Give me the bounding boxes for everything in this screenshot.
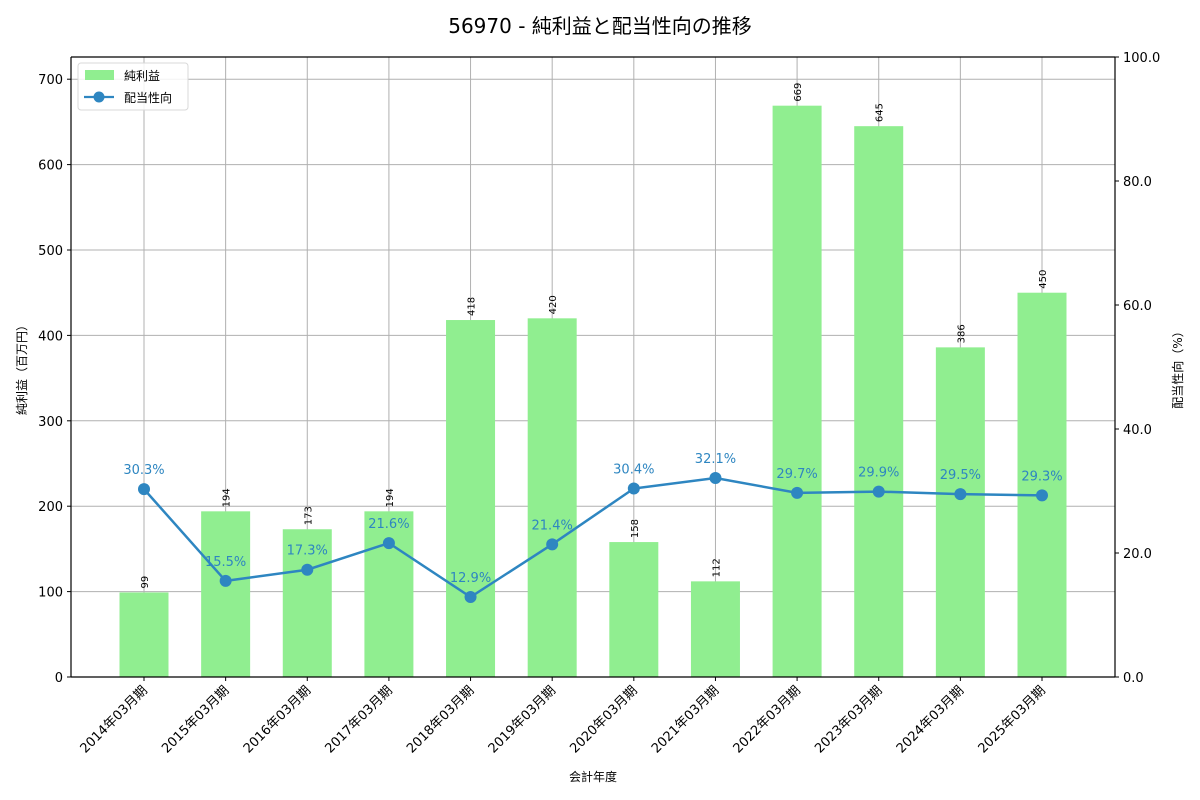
bar-value-label: 418 bbox=[467, 297, 478, 316]
x-tick-label: 2018年03月期 bbox=[404, 683, 477, 756]
y2-tick-label: 20.0 bbox=[1123, 547, 1152, 562]
x-tick-label: 2024年03月期 bbox=[894, 683, 967, 756]
x-tick-label: 2019年03月期 bbox=[486, 683, 559, 756]
bar bbox=[772, 105, 822, 678]
bar-value-label: 386 bbox=[956, 324, 967, 343]
payout-marker bbox=[138, 483, 150, 496]
payout-value-label: 29.5% bbox=[940, 468, 981, 483]
payout-value-label: 29.7% bbox=[776, 467, 817, 482]
payout-marker bbox=[627, 482, 640, 495]
bar-value-label: 112 bbox=[711, 558, 722, 577]
y-tick-label: 200 bbox=[38, 500, 63, 515]
x-tick-label: 2025年03月期 bbox=[976, 683, 1049, 756]
payout-value-label: 30.4% bbox=[613, 463, 654, 478]
bar bbox=[364, 511, 414, 677]
payout-marker bbox=[301, 563, 314, 576]
payout-marker bbox=[219, 574, 232, 587]
bar-value-label: 669 bbox=[793, 83, 804, 102]
bar bbox=[119, 592, 169, 677]
payout-marker bbox=[791, 486, 804, 499]
x-tick-label: 2015年03月期 bbox=[159, 683, 232, 756]
y-axis-label: 純利益（百万円） bbox=[15, 319, 29, 415]
legend: 純利益 配当性向 bbox=[77, 62, 189, 111]
bar-value-label: 173 bbox=[303, 506, 314, 525]
payout-marker bbox=[954, 488, 967, 501]
x-tick-label: 2016年03月期 bbox=[241, 683, 314, 756]
y2-tick-label: 40.0 bbox=[1123, 423, 1152, 438]
legend-label-net-income: 純利益 bbox=[124, 69, 160, 83]
payout-value-label: 29.9% bbox=[858, 466, 899, 481]
legend-label-payout-ratio: 配当性向 bbox=[124, 90, 172, 105]
y-tick-label: 100 bbox=[38, 586, 63, 601]
payout-value-label: 21.4% bbox=[532, 518, 573, 533]
bar bbox=[609, 542, 659, 677]
y2-tick-label: 80.0 bbox=[1123, 175, 1152, 190]
bar-value-label: 645 bbox=[875, 103, 886, 122]
bar-value-label: 194 bbox=[222, 488, 233, 507]
bar-value-label: 420 bbox=[548, 295, 559, 314]
x-tick-label: 2021年03月期 bbox=[649, 683, 722, 756]
bar bbox=[854, 126, 904, 677]
bar bbox=[446, 320, 496, 677]
payout-marker bbox=[709, 471, 722, 484]
bar-value-label: 450 bbox=[1038, 270, 1049, 289]
bar bbox=[282, 529, 332, 677]
payout-marker bbox=[546, 538, 559, 551]
y2-tick-label: 0.0 bbox=[1123, 671, 1144, 686]
bar bbox=[201, 511, 251, 677]
y2-tick-label: 100.0 bbox=[1123, 51, 1160, 66]
payout-marker bbox=[464, 591, 477, 604]
x-axis-label: 会計年度 bbox=[569, 769, 617, 784]
x-tick-label: 2017年03月期 bbox=[322, 683, 395, 756]
y-tick-label: 600 bbox=[38, 159, 63, 174]
x-tick-label: 2020年03月期 bbox=[567, 683, 640, 756]
y-tick-label: 700 bbox=[38, 73, 63, 88]
y2-tick-label: 60.0 bbox=[1123, 299, 1152, 314]
y-tick-label: 300 bbox=[38, 415, 63, 430]
chart-title: 56970 - 純利益と配当性向の推移 bbox=[448, 14, 752, 38]
y-tick-label: 500 bbox=[38, 244, 63, 259]
payout-marker bbox=[382, 537, 395, 550]
legend-marker-icon bbox=[93, 91, 105, 103]
payout-value-label: 29.3% bbox=[1021, 469, 1062, 484]
bar-series-net-income: 99 194 173 194 418 420 158 112 669 645 386 450 bbox=[119, 83, 1067, 678]
bar-value-label: 158 bbox=[630, 519, 641, 538]
payout-value-label: 30.3% bbox=[123, 463, 164, 478]
x-tick-label: 2023年03月期 bbox=[812, 683, 885, 756]
payout-value-label: 15.5% bbox=[205, 555, 246, 570]
y2-axis-label: 配当性向（%） bbox=[1170, 325, 1185, 408]
payout-line bbox=[143, 476, 1043, 599]
line-series-payout-ratio: 30.3% 15.5% 17.3% 21.6% 12.9% 21.4% 30.4% 32.1%… bbox=[123, 452, 1063, 604]
y-tick-label: 0 bbox=[55, 671, 63, 686]
payout-marker bbox=[872, 485, 885, 498]
payout-value-label: 12.9% bbox=[450, 571, 491, 586]
payout-value-label: 21.6% bbox=[368, 517, 409, 532]
bar-value-label: 194 bbox=[385, 488, 396, 507]
payout-marker bbox=[1036, 489, 1048, 502]
x-tick-label: 2014年03月期 bbox=[78, 683, 151, 756]
bar bbox=[690, 581, 740, 677]
bar-value-label: 99 bbox=[140, 576, 151, 589]
payout-value-label: 17.3% bbox=[287, 544, 328, 559]
x-tick-label: 2022年03月期 bbox=[731, 683, 804, 756]
bar bbox=[527, 318, 577, 677]
bar bbox=[935, 347, 985, 677]
payout-value-label: 32.1% bbox=[695, 452, 736, 467]
legend-bar-swatch-icon bbox=[85, 70, 114, 80]
y-tick-label: 400 bbox=[38, 329, 63, 344]
bar bbox=[1017, 292, 1067, 677]
